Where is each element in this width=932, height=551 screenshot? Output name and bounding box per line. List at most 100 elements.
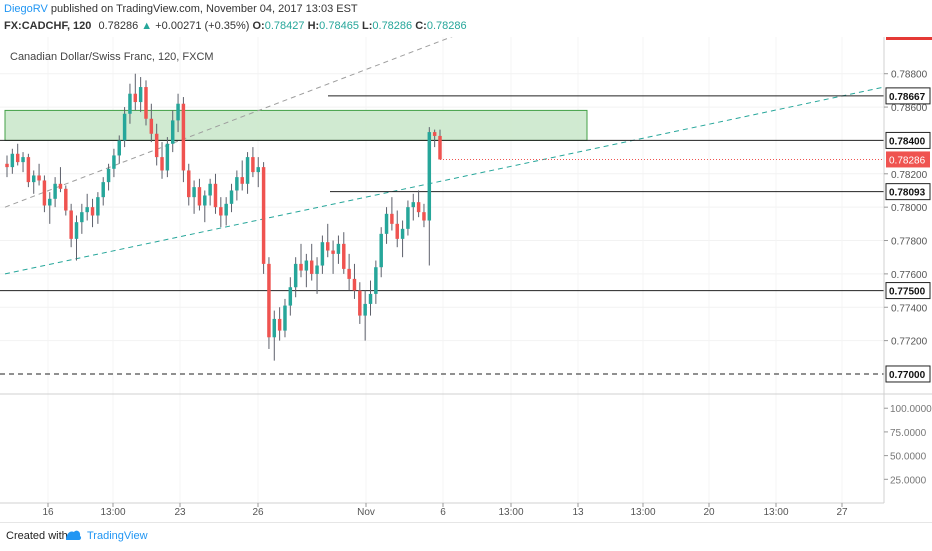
candle-body	[384, 213, 389, 234]
candle-body	[48, 198, 52, 206]
candle-body	[438, 135, 442, 160]
current-price-label: 0.78286	[889, 155, 926, 166]
candle-body	[42, 180, 47, 206]
candlesticks	[5, 73, 442, 361]
candle-body	[336, 243, 341, 254]
level-price-tag	[885, 87, 931, 105]
candle-body	[213, 183, 218, 208]
close-value: 0.78286	[426, 20, 467, 32]
time-tick-label: 23	[174, 507, 186, 518]
candle-body	[69, 210, 73, 239]
teal-trendline	[4, 86, 885, 275]
candle-body	[187, 170, 191, 198]
candle-body	[395, 223, 399, 239]
candle-body	[128, 93, 132, 114]
candle-body	[122, 113, 127, 141]
level-price-tag	[885, 183, 931, 201]
indicator-tick-label: 25.0000	[890, 475, 927, 486]
candle-body	[400, 228, 405, 239]
candle-body	[299, 263, 303, 271]
level-price-label: 0.77500	[889, 287, 926, 298]
tradingview-link[interactable]: TradingView	[87, 530, 148, 542]
horizontal-levels	[0, 95, 884, 375]
candle-body	[192, 187, 196, 198]
candle-body	[90, 207, 95, 216]
candle-body	[208, 183, 212, 196]
candle-body	[261, 167, 266, 264]
level-price-tag	[885, 365, 931, 383]
high-value: 0.78465	[319, 20, 359, 32]
candle-body	[117, 140, 121, 156]
candle-body	[106, 168, 111, 183]
time-axis[interactable]: 16 13:00 23 26 Nov 6 13:00 13 13:00 20 13:00 27	[42, 503, 848, 518]
time-tick-label: 13:00	[100, 507, 125, 518]
candle-body	[288, 287, 293, 306]
candle-body	[342, 243, 346, 269]
level-price-label: 0.77000	[889, 370, 926, 381]
candle-body	[267, 263, 271, 338]
candle-body	[85, 207, 89, 213]
candle-body	[277, 318, 282, 331]
candle-body	[315, 265, 319, 274]
indicator-tick-label: 75.0000	[890, 428, 927, 439]
candle-body	[358, 290, 362, 316]
chart-header: DiegoRV published on TradingView.com, No…	[0, 0, 932, 36]
candle-body	[133, 93, 138, 103]
candle-body	[240, 177, 244, 184]
candle-body	[416, 202, 421, 213]
candle-body	[283, 305, 287, 331]
candle-body	[309, 260, 314, 274]
low-label: L:	[362, 20, 373, 32]
price-axis[interactable]: 0.78800 0.78600 0.78200 0.78000 0.77800 0.776…	[884, 70, 931, 383]
candle-body	[224, 203, 228, 216]
candle-body	[149, 118, 154, 134]
candle-body	[74, 222, 79, 239]
candle-body	[144, 87, 148, 119]
candle-body	[176, 103, 180, 121]
level-price-label: 0.78667	[889, 92, 926, 103]
up-arrow-icon: ▲	[141, 20, 153, 32]
price-tick-label: 0.77800	[891, 237, 928, 248]
price-axis-top-marker	[886, 37, 932, 40]
author-link[interactable]: DiegoRV	[4, 3, 48, 15]
created-with-text: Created with	[6, 530, 68, 542]
candle-body	[80, 212, 84, 223]
indicator-tick-label: 100.0000	[890, 404, 932, 415]
price-change: +0.00271 (+0.35%)	[155, 20, 250, 32]
indicator-tick-label: 50.0000	[890, 452, 927, 463]
candle-body	[96, 197, 100, 216]
price-tick-label: 0.77200	[891, 337, 928, 348]
candle-body	[165, 143, 170, 171]
published-text: published on TradingView.com, November 0…	[50, 3, 358, 15]
price-tick-label: 0.77400	[891, 303, 928, 314]
chart-background	[0, 37, 932, 522]
candle-body	[293, 263, 298, 288]
level-price-tag	[885, 282, 931, 300]
chart-canvas[interactable]: 0.78800 0.78600 0.78200 0.78000 0.77800 0.776…	[0, 37, 932, 522]
candle-body	[406, 207, 410, 229]
open-value: 0.78427	[264, 20, 305, 32]
candle-body	[331, 250, 335, 254]
publish-info: DiegoRV published on TradingView.com, No…	[4, 3, 358, 15]
footer: Created with TradingView	[0, 522, 932, 551]
candle-body	[352, 278, 357, 291]
time-tick-label: 13:00	[630, 507, 655, 518]
candle-body	[197, 187, 202, 206]
level-price-label: 0.78093	[889, 188, 926, 199]
candle-body	[64, 188, 68, 211]
low-value: 0.78286	[372, 20, 413, 32]
current-price-tag	[886, 151, 930, 168]
last-price: 0.78286	[98, 20, 139, 32]
candle-body	[245, 157, 250, 184]
candle-body	[203, 195, 207, 206]
candle-body	[138, 87, 143, 103]
candle-body	[326, 242, 330, 251]
tradingview-logo-icon	[64, 528, 82, 545]
open-label: O:	[252, 20, 265, 32]
close-label: C:	[415, 20, 427, 32]
candle-body	[235, 177, 239, 191]
candle-body	[5, 163, 9, 168]
resistance-zone	[4, 109, 588, 141]
high-label: H:	[307, 20, 320, 32]
candle-body	[422, 212, 426, 221]
